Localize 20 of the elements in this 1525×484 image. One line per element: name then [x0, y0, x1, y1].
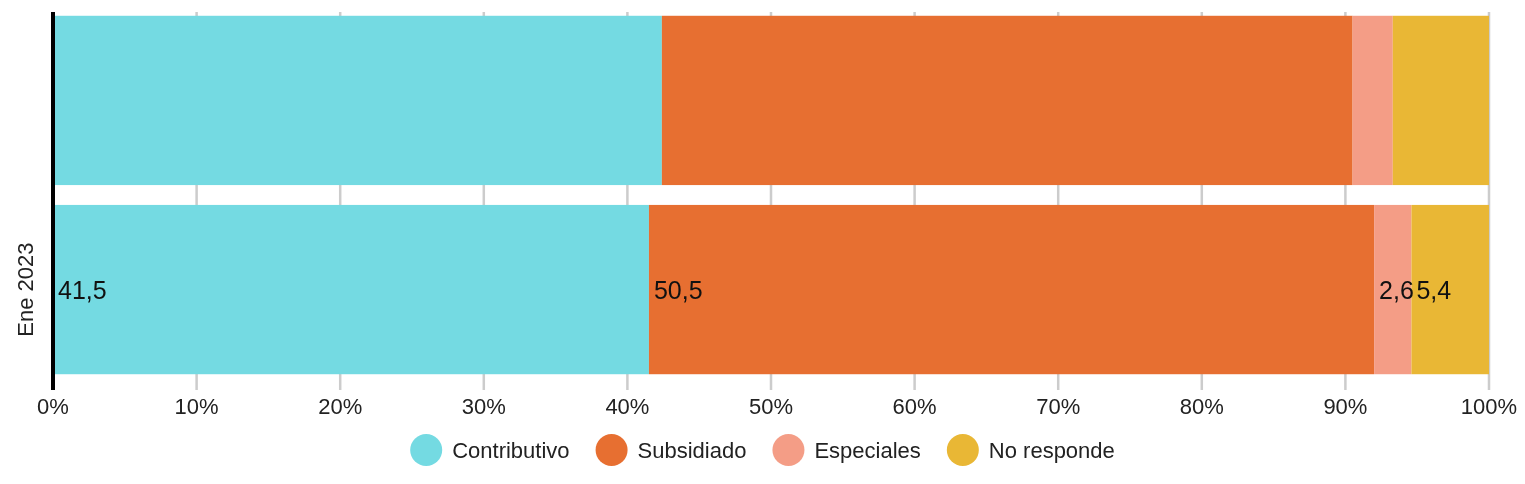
legend-label: Contributivo [452, 437, 570, 463]
x-tick-label: 100% [1460, 394, 1518, 419]
x-tick-label: 40% [605, 394, 650, 419]
legend-label: Subsidiado [637, 437, 747, 463]
data-label: 5,4 [1416, 275, 1452, 304]
x-tick-label: 10% [174, 394, 219, 419]
x-tick-label: 0% [37, 394, 69, 419]
x-tick-label: 90% [1323, 394, 1368, 419]
x-tick-label: 70% [1036, 394, 1081, 419]
x-tick-label: 60% [892, 394, 937, 419]
data-label: 2,6 [1379, 275, 1414, 304]
x-tick-label: 30% [461, 394, 506, 419]
x-tick-label: 20% [318, 394, 363, 419]
legend-label: No responde [988, 437, 1115, 463]
legend-label: Especiales [814, 437, 921, 463]
data-label: 41,5 [58, 275, 107, 304]
y-tick-label: Ene 2023 [13, 242, 38, 337]
x-tick-label: 80% [1179, 394, 1224, 419]
x-tick-label: 50% [748, 394, 794, 419]
data-label: 50,5 [653, 275, 703, 304]
